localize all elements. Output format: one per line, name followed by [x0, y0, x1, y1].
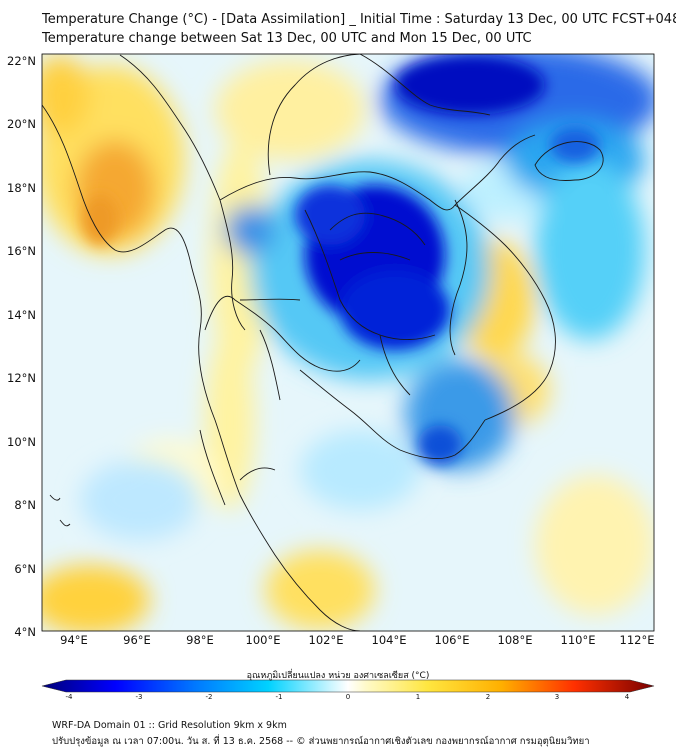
lon-label-106e: 106°E [434, 633, 470, 647]
field-layer [42, 54, 654, 631]
colorbar-tick-minus3: -3 [135, 693, 143, 701]
lat-label-18n: 18°N [7, 181, 36, 195]
lat-label-8n: 8°N [14, 498, 36, 512]
lat-label-14n: 14°N [7, 308, 36, 322]
lat-label-20n: 20°N [7, 117, 36, 131]
lat-label-12n: 12°N [7, 371, 36, 385]
colorbar-tick-minus1: -1 [275, 693, 283, 701]
lat-label-16n: 16°N [7, 244, 36, 258]
lon-label-98e: 98°E [186, 633, 214, 647]
colorbar-tick-0: 0 [345, 693, 351, 701]
lon-label-108e: 108°E [497, 633, 533, 647]
colorbar [41, 679, 655, 693]
colorbar-label: อุณหภูมิเปลี่ยนแปลง หน่วย องศาเซลเซียส (… [246, 671, 430, 681]
footer-model-info: WRF-DA Domain 01 :: Grid Resolution 9km … [52, 720, 287, 731]
coastline-borders [42, 54, 604, 631]
lon-label-96e: 96°E [123, 633, 151, 647]
lon-label-112e: 112°E [619, 633, 655, 647]
lon-label-94e: 94°E [60, 633, 88, 647]
lon-label-110e: 110°E [560, 633, 596, 647]
colorbar-tick-3: 3 [554, 693, 560, 701]
lat-label-6n: 6°N [14, 562, 36, 576]
lat-label-22n: 22°N [7, 54, 36, 68]
colorbar-tick-1: 1 [415, 693, 421, 701]
colorbar-tick-4: 4 [624, 693, 630, 701]
lon-label-100e: 100°E [245, 633, 281, 647]
colorbar-tick-minus4: -4 [65, 693, 73, 701]
title-line-2: Temperature change between Sat 13 Dec, 0… [42, 31, 532, 46]
plot-frame [41, 53, 655, 632]
lat-label-4n: 4°N [14, 625, 36, 639]
colorbar-tick-2: 2 [485, 693, 491, 701]
footer-update-credit: ปรับปรุงข้อมูล ณ เวลา 07:00น. วัน ส. ที่… [52, 736, 590, 747]
lon-label-104e: 104°E [371, 633, 407, 647]
title-line-1: Temperature Change (°C) - [Data Assimila… [42, 12, 676, 27]
lon-label-102e: 102°E [308, 633, 344, 647]
colorbar-scale [41, 679, 655, 693]
lat-label-10n: 10°N [7, 435, 36, 449]
colorbar-tick-minus2: -2 [205, 693, 213, 701]
